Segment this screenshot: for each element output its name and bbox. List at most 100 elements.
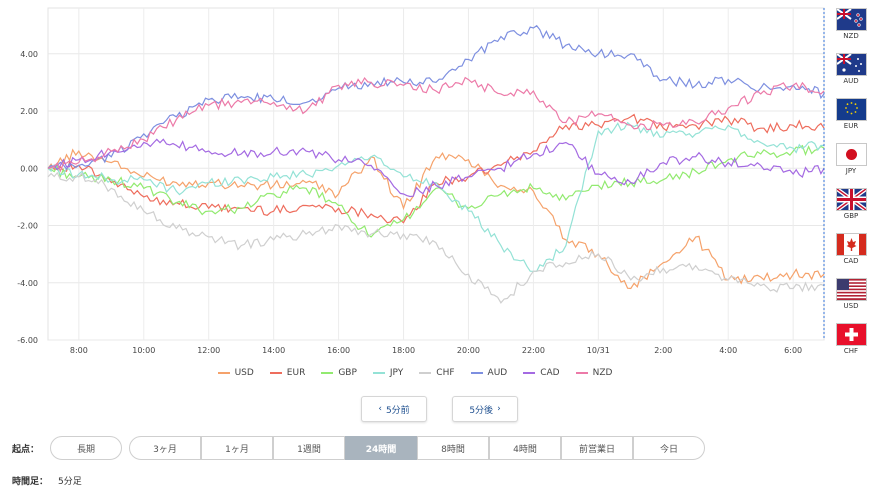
legend-item-nzd[interactable]: NZD	[575, 368, 613, 378]
ca-flag-icon	[835, 233, 867, 256]
y-tick-label: -2.00	[17, 222, 38, 231]
x-tick-label: 20:00	[457, 346, 480, 355]
jp-flag-icon	[835, 143, 867, 166]
flag-item-chf[interactable]: CHF	[833, 323, 869, 355]
legend-label: NZD	[592, 368, 613, 378]
x-tick-label: 12:00	[197, 346, 220, 355]
y-axis: 4.00 2.00 0.00 -2.00 -4.00 -6.00	[17, 50, 38, 345]
legend-swatch	[470, 372, 483, 374]
flag-code: CHF	[843, 347, 859, 355]
ch-flag-icon	[835, 323, 867, 346]
legend-swatch	[269, 372, 282, 374]
long-term-button[interactable]: 長期	[50, 436, 122, 460]
x-axis: 8:00 10:00 12:00 14:00 16:00 18:00 20:00 22:00 1…	[70, 346, 802, 355]
x-tick-label: 8:00	[70, 346, 88, 355]
legend-swatch	[217, 372, 230, 374]
x-tick-label: 2:00	[654, 346, 672, 355]
legend-item-cad[interactable]: CAD	[523, 368, 560, 378]
legend-swatch	[523, 372, 536, 374]
flag-item-eur[interactable]: EUR	[833, 98, 869, 130]
chart-grid	[47, 7, 825, 341]
series-line-usd	[47, 148, 825, 290]
y-tick-label: 0.00	[20, 164, 38, 173]
chart-series	[47, 24, 825, 304]
series-line-cad	[47, 138, 825, 198]
y-tick-label: 2.00	[20, 107, 38, 116]
period-option[interactable]: 前営業日	[561, 436, 633, 460]
au-flag-icon	[835, 53, 867, 76]
period-option[interactable]: 1ヶ月	[201, 436, 273, 460]
flag-item-jpy[interactable]: JPY	[833, 143, 869, 175]
y-tick-label: -4.00	[17, 279, 38, 288]
series-line-aud	[47, 24, 825, 171]
legend-item-chf[interactable]: CHF	[419, 368, 455, 378]
legend-label: GBP	[338, 368, 357, 378]
gb-flag-icon	[835, 188, 867, 211]
period-option[interactable]: 3ヶ月	[129, 436, 201, 460]
legend-item-eur[interactable]: EUR	[269, 368, 306, 378]
period-option-label: 今日	[659, 444, 678, 455]
legend-label: USD	[234, 368, 254, 378]
period-option[interactable]: 24時間	[345, 436, 417, 460]
flag-code: NZD	[843, 32, 859, 40]
period-option-label: 3ヶ月	[153, 444, 177, 455]
legend-item-aud[interactable]: AUD	[470, 368, 508, 378]
flag-code: CAD	[843, 257, 859, 265]
legend-item-gbp[interactable]: GBP	[321, 368, 357, 378]
legend-item-jpy[interactable]: JPY	[372, 368, 403, 378]
chart-legend: USD EUR GBP JPY CHF AUD CAD NZD	[0, 368, 830, 378]
x-tick-label: 16:00	[327, 346, 350, 355]
y-tick-label: -6.00	[17, 336, 38, 345]
timeframe-label: 時間足：	[12, 477, 49, 487]
eu-flag-icon	[835, 98, 867, 121]
period-option-label: 1ヶ月	[225, 444, 249, 455]
flag-code: AUD	[843, 77, 859, 85]
series-line-jpy	[47, 121, 825, 272]
prev-5min-button[interactable]: ‹ 5分前	[361, 396, 427, 422]
flag-code: EUR	[843, 122, 859, 130]
x-tick-label: 18:00	[392, 346, 415, 355]
nz-flag-icon	[835, 8, 867, 31]
flag-code: USD	[843, 302, 859, 310]
next-5min-button[interactable]: 5分後 ›	[452, 396, 518, 422]
chevron-left-icon: ‹	[378, 404, 382, 414]
legend-label: EUR	[286, 368, 306, 378]
legend-label: CHF	[436, 368, 455, 378]
start-point-label: 起点：	[12, 445, 40, 455]
period-option[interactable]: 8時間	[417, 436, 489, 460]
period-option-label: 4時間	[513, 444, 537, 455]
flag-code: JPY	[845, 167, 857, 175]
flag-item-cad[interactable]: CAD	[833, 233, 869, 265]
flag-item-aud[interactable]: AUD	[833, 53, 869, 85]
x-tick-label: 10/31	[587, 346, 610, 355]
plot-frame	[47, 7, 825, 341]
y-tick-label: 4.00	[20, 50, 38, 59]
legend-label: AUD	[487, 368, 508, 378]
period-option[interactable]: 今日	[633, 436, 705, 460]
currency-strength-chart: 4.00 2.00 0.00 -2.00 -4.00 -6.00 8:00 10:00 12:…	[17, 7, 825, 355]
legend-label: CAD	[540, 368, 560, 378]
flag-item-nzd[interactable]: NZD	[833, 8, 869, 40]
prev-5min-label: 5分前	[385, 405, 410, 416]
timeframe-value: 5分足	[58, 477, 82, 487]
flag-code: GBP	[843, 212, 859, 220]
x-tick-label: 4:00	[719, 346, 737, 355]
legend-swatch	[419, 372, 432, 374]
legend-swatch	[575, 372, 588, 374]
series-line-nzd	[47, 76, 825, 173]
legend-swatch	[372, 372, 385, 374]
period-option-label: 24時間	[365, 444, 397, 455]
flag-item-usd[interactable]: USD	[833, 278, 869, 310]
x-tick-label: 14:00	[262, 346, 285, 355]
long-term-label: 長期	[76, 444, 95, 455]
legend-item-usd[interactable]: USD	[217, 368, 254, 378]
flag-item-gbp[interactable]: GBP	[833, 188, 869, 220]
period-option[interactable]: 4時間	[489, 436, 561, 460]
series-line-gbp	[47, 144, 825, 238]
period-option-label: 8時間	[441, 444, 465, 455]
period-option-label: 1週間	[297, 444, 321, 455]
series-line-chf	[47, 171, 825, 304]
x-tick-label: 22:00	[522, 346, 545, 355]
period-option[interactable]: 1週間	[273, 436, 345, 460]
period-option-label: 前営業日	[578, 444, 615, 455]
